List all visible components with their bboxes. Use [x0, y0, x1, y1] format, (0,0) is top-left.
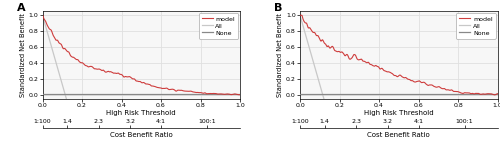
None — [391, 93, 397, 95]
model — [134, 80, 140, 82]
All — [404, 102, 410, 103]
model — [232, 93, 238, 95]
All — [40, 14, 46, 16]
All — [322, 102, 328, 103]
All — [135, 102, 141, 103]
None — [237, 93, 243, 95]
All — [232, 102, 238, 103]
model — [392, 75, 398, 76]
All — [158, 102, 164, 103]
All — [490, 102, 496, 103]
None — [134, 93, 140, 95]
All — [237, 102, 243, 103]
Text: B: B — [274, 3, 282, 13]
All — [202, 102, 208, 103]
X-axis label: High Risk Threshold: High Risk Threshold — [106, 110, 176, 116]
model — [414, 81, 420, 82]
model — [459, 92, 465, 94]
model — [404, 78, 410, 79]
Y-axis label: Standardized Net Benefit: Standardized Net Benefit — [277, 13, 283, 97]
model — [134, 80, 140, 82]
model — [202, 92, 207, 94]
Line: All: All — [42, 15, 240, 103]
model — [157, 87, 163, 89]
Y-axis label: Standardized Net Benefit: Standardized Net Benefit — [20, 13, 26, 97]
model — [494, 93, 500, 95]
None — [404, 93, 410, 95]
model — [237, 94, 243, 96]
None — [459, 93, 465, 95]
X-axis label: Cost Benefit Ratio: Cost Benefit Ratio — [110, 133, 172, 138]
All — [415, 102, 421, 103]
Legend: model, All, None: model, All, None — [198, 13, 238, 39]
None — [414, 93, 420, 95]
model — [492, 94, 498, 96]
All — [392, 102, 398, 103]
All — [494, 102, 500, 103]
None — [490, 93, 496, 95]
Line: model: model — [300, 15, 498, 95]
Line: model: model — [42, 15, 240, 95]
None — [202, 93, 207, 95]
None — [134, 93, 140, 95]
model — [297, 14, 303, 16]
None — [494, 93, 500, 95]
Text: A: A — [17, 3, 25, 13]
All — [297, 14, 303, 16]
None — [40, 93, 46, 95]
X-axis label: Cost Benefit Ratio: Cost Benefit Ratio — [368, 133, 430, 138]
model — [236, 94, 242, 96]
All — [134, 102, 140, 103]
Legend: model, All, None: model, All, None — [456, 13, 496, 39]
X-axis label: High Risk Threshold: High Risk Threshold — [364, 110, 434, 116]
All — [147, 102, 153, 103]
None — [297, 93, 303, 95]
Line: All: All — [300, 15, 498, 103]
All — [391, 102, 397, 103]
All — [65, 102, 71, 103]
model — [490, 93, 496, 95]
None — [157, 93, 163, 95]
model — [391, 74, 397, 76]
All — [460, 102, 466, 103]
model — [146, 84, 152, 85]
None — [232, 93, 238, 95]
None — [146, 93, 152, 95]
None — [392, 93, 398, 95]
model — [40, 14, 46, 16]
